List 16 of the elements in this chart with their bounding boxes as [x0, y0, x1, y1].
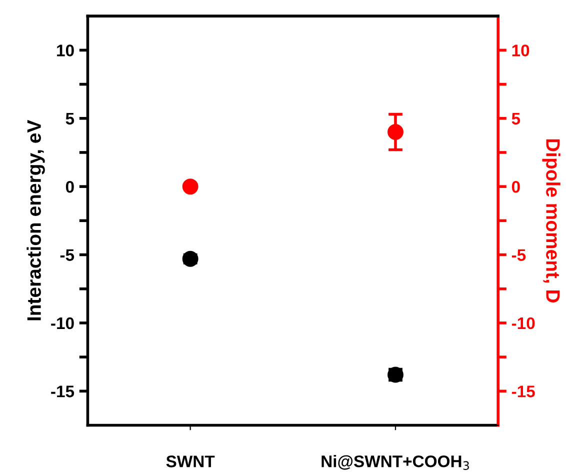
- y-tick-label: -10: [51, 317, 74, 330]
- y2-tick-label: 0: [512, 180, 520, 193]
- y2-tick-label: 5: [512, 112, 520, 125]
- y-tick-label: 5: [66, 112, 74, 125]
- y2-tick-label: -10: [512, 317, 535, 330]
- x-tick-label: Ni@SWNT+COOH$_{3}$: [322, 455, 469, 470]
- y-axis-title: Interaction energy, eV: [26, 120, 45, 320]
- y-tick-label: -15: [51, 386, 74, 398]
- y-tick-label: -5: [60, 249, 74, 261]
- y-tick-label: 0: [66, 180, 74, 193]
- y2-axis-title: Dipole moment, D: [542, 139, 560, 302]
- y-tick-label: 10: [57, 44, 74, 56]
- y2-tick-label: -15: [512, 386, 535, 398]
- y2-tick-label: 10: [512, 44, 530, 56]
- y2-tick-label: -5: [512, 249, 526, 261]
- x-tick-label: SWNT: [166, 456, 215, 468]
